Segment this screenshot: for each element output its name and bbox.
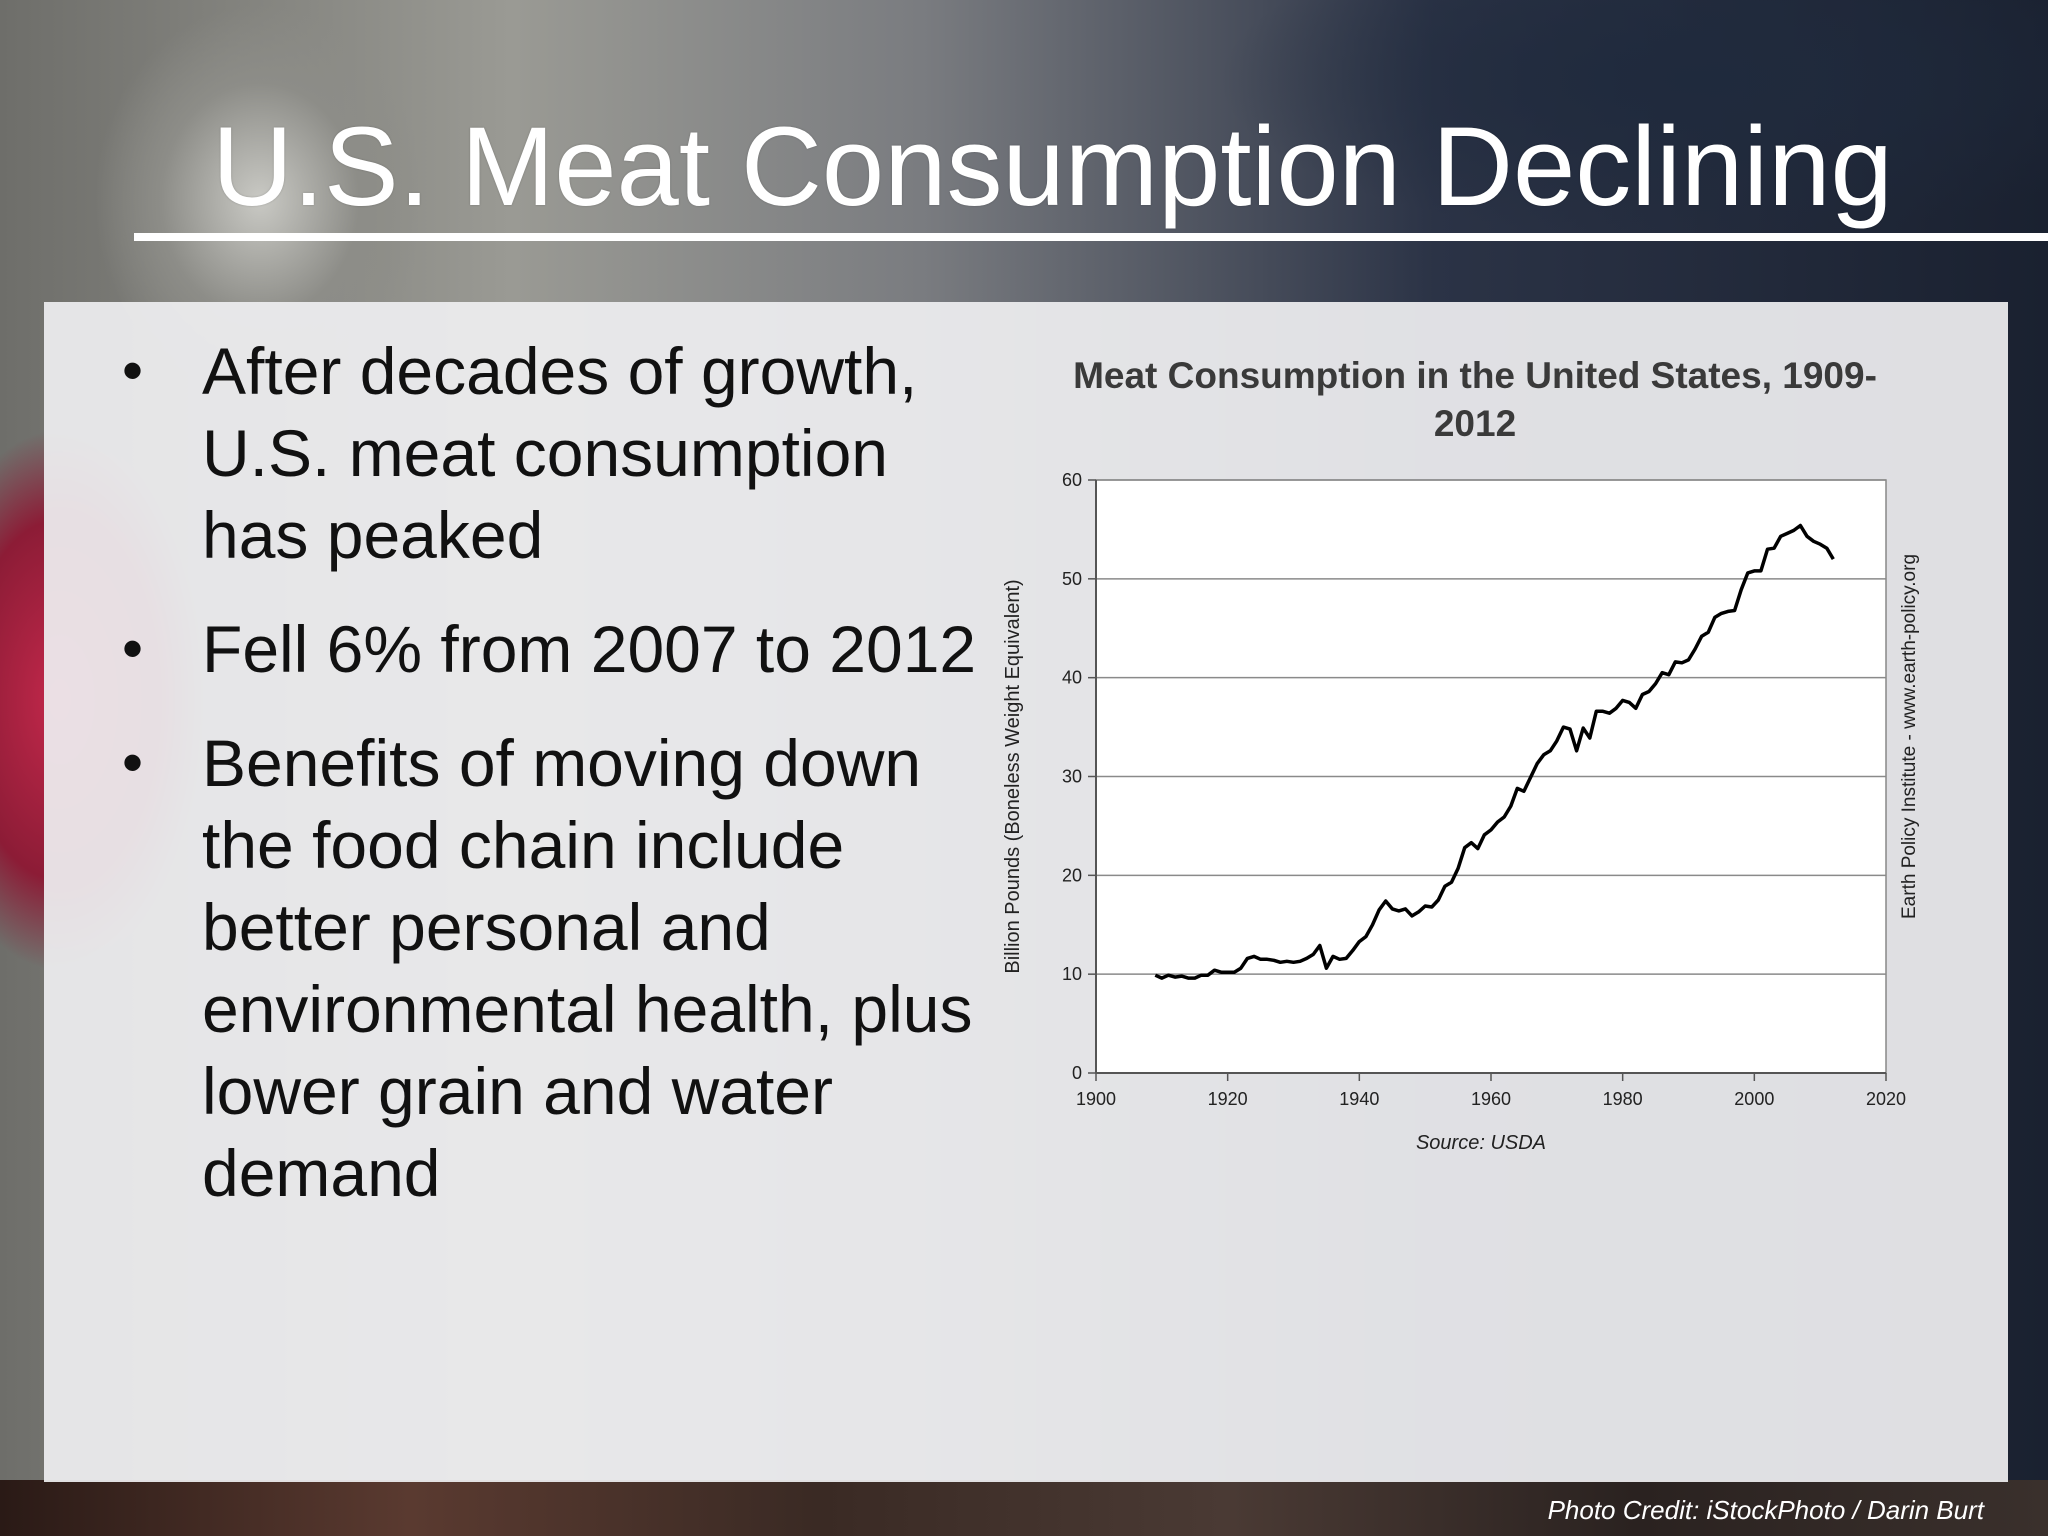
y-tick-label: 20	[1062, 865, 1082, 885]
bullet-dot: •	[122, 337, 144, 404]
chart-source: Source: USDA	[1416, 1132, 1546, 1154]
x-tick-label: 1920	[1208, 1089, 1248, 1109]
y-tick-label: 0	[1072, 1063, 1082, 1083]
x-tick-label: 2020	[1866, 1089, 1906, 1109]
y-tick-label: 40	[1062, 668, 1082, 688]
bullet-text: Fell 6% from 2007 to 2012	[202, 612, 977, 686]
x-tick-label: 2000	[1734, 1089, 1774, 1109]
x-tick-label: 1980	[1603, 1089, 1643, 1109]
y-tick-label: 50	[1062, 569, 1082, 589]
bullet-item: • After decades of growth, U.S. meat cons…	[118, 330, 978, 576]
bullet-item: • Fell 6% from 2007 to 2012	[118, 608, 978, 690]
x-tick-label: 1900	[1076, 1089, 1116, 1109]
y-tick-label: 30	[1062, 767, 1082, 787]
photo-credit: Photo Credit: iStockPhoto / Darin Burt	[1547, 1495, 1984, 1525]
y-tick-label: 60	[1062, 470, 1082, 490]
slide-title: U.S. Meat Consumption Declining	[212, 104, 1893, 229]
chart-title: Meat Consumption in the United States, 1…	[1073, 355, 1877, 444]
title-underline	[134, 233, 2048, 241]
y-tick-label: 10	[1062, 964, 1082, 984]
bullet-text: After decades of growth, U.S. meat consu…	[202, 334, 918, 572]
side-note: Earth Policy Institute - www.earth-polic…	[1899, 554, 1920, 919]
bullet-item: • Benefits of moving down the food chain …	[118, 722, 978, 1214]
line-chart: 0 10 20 30 40 50 60 1900 1920 1940 1960 1980 2000 202…	[1002, 470, 1920, 1154]
bullet-dot: •	[122, 615, 144, 682]
bullet-text: Benefits of moving down the food chain i…	[202, 726, 973, 1210]
series-line	[1154, 523, 1835, 980]
x-tick-label: 1940	[1339, 1089, 1379, 1109]
bullet-dot: •	[122, 729, 144, 796]
y-axis-label: Billion Pounds (Boneless Weight Equivale…	[1002, 579, 1024, 973]
x-tick-label: 1960	[1471, 1089, 1511, 1109]
background-photo-bottom	[0, 1480, 2048, 1536]
bullet-list: • After decades of growth, U.S. meat cons…	[118, 330, 978, 1246]
